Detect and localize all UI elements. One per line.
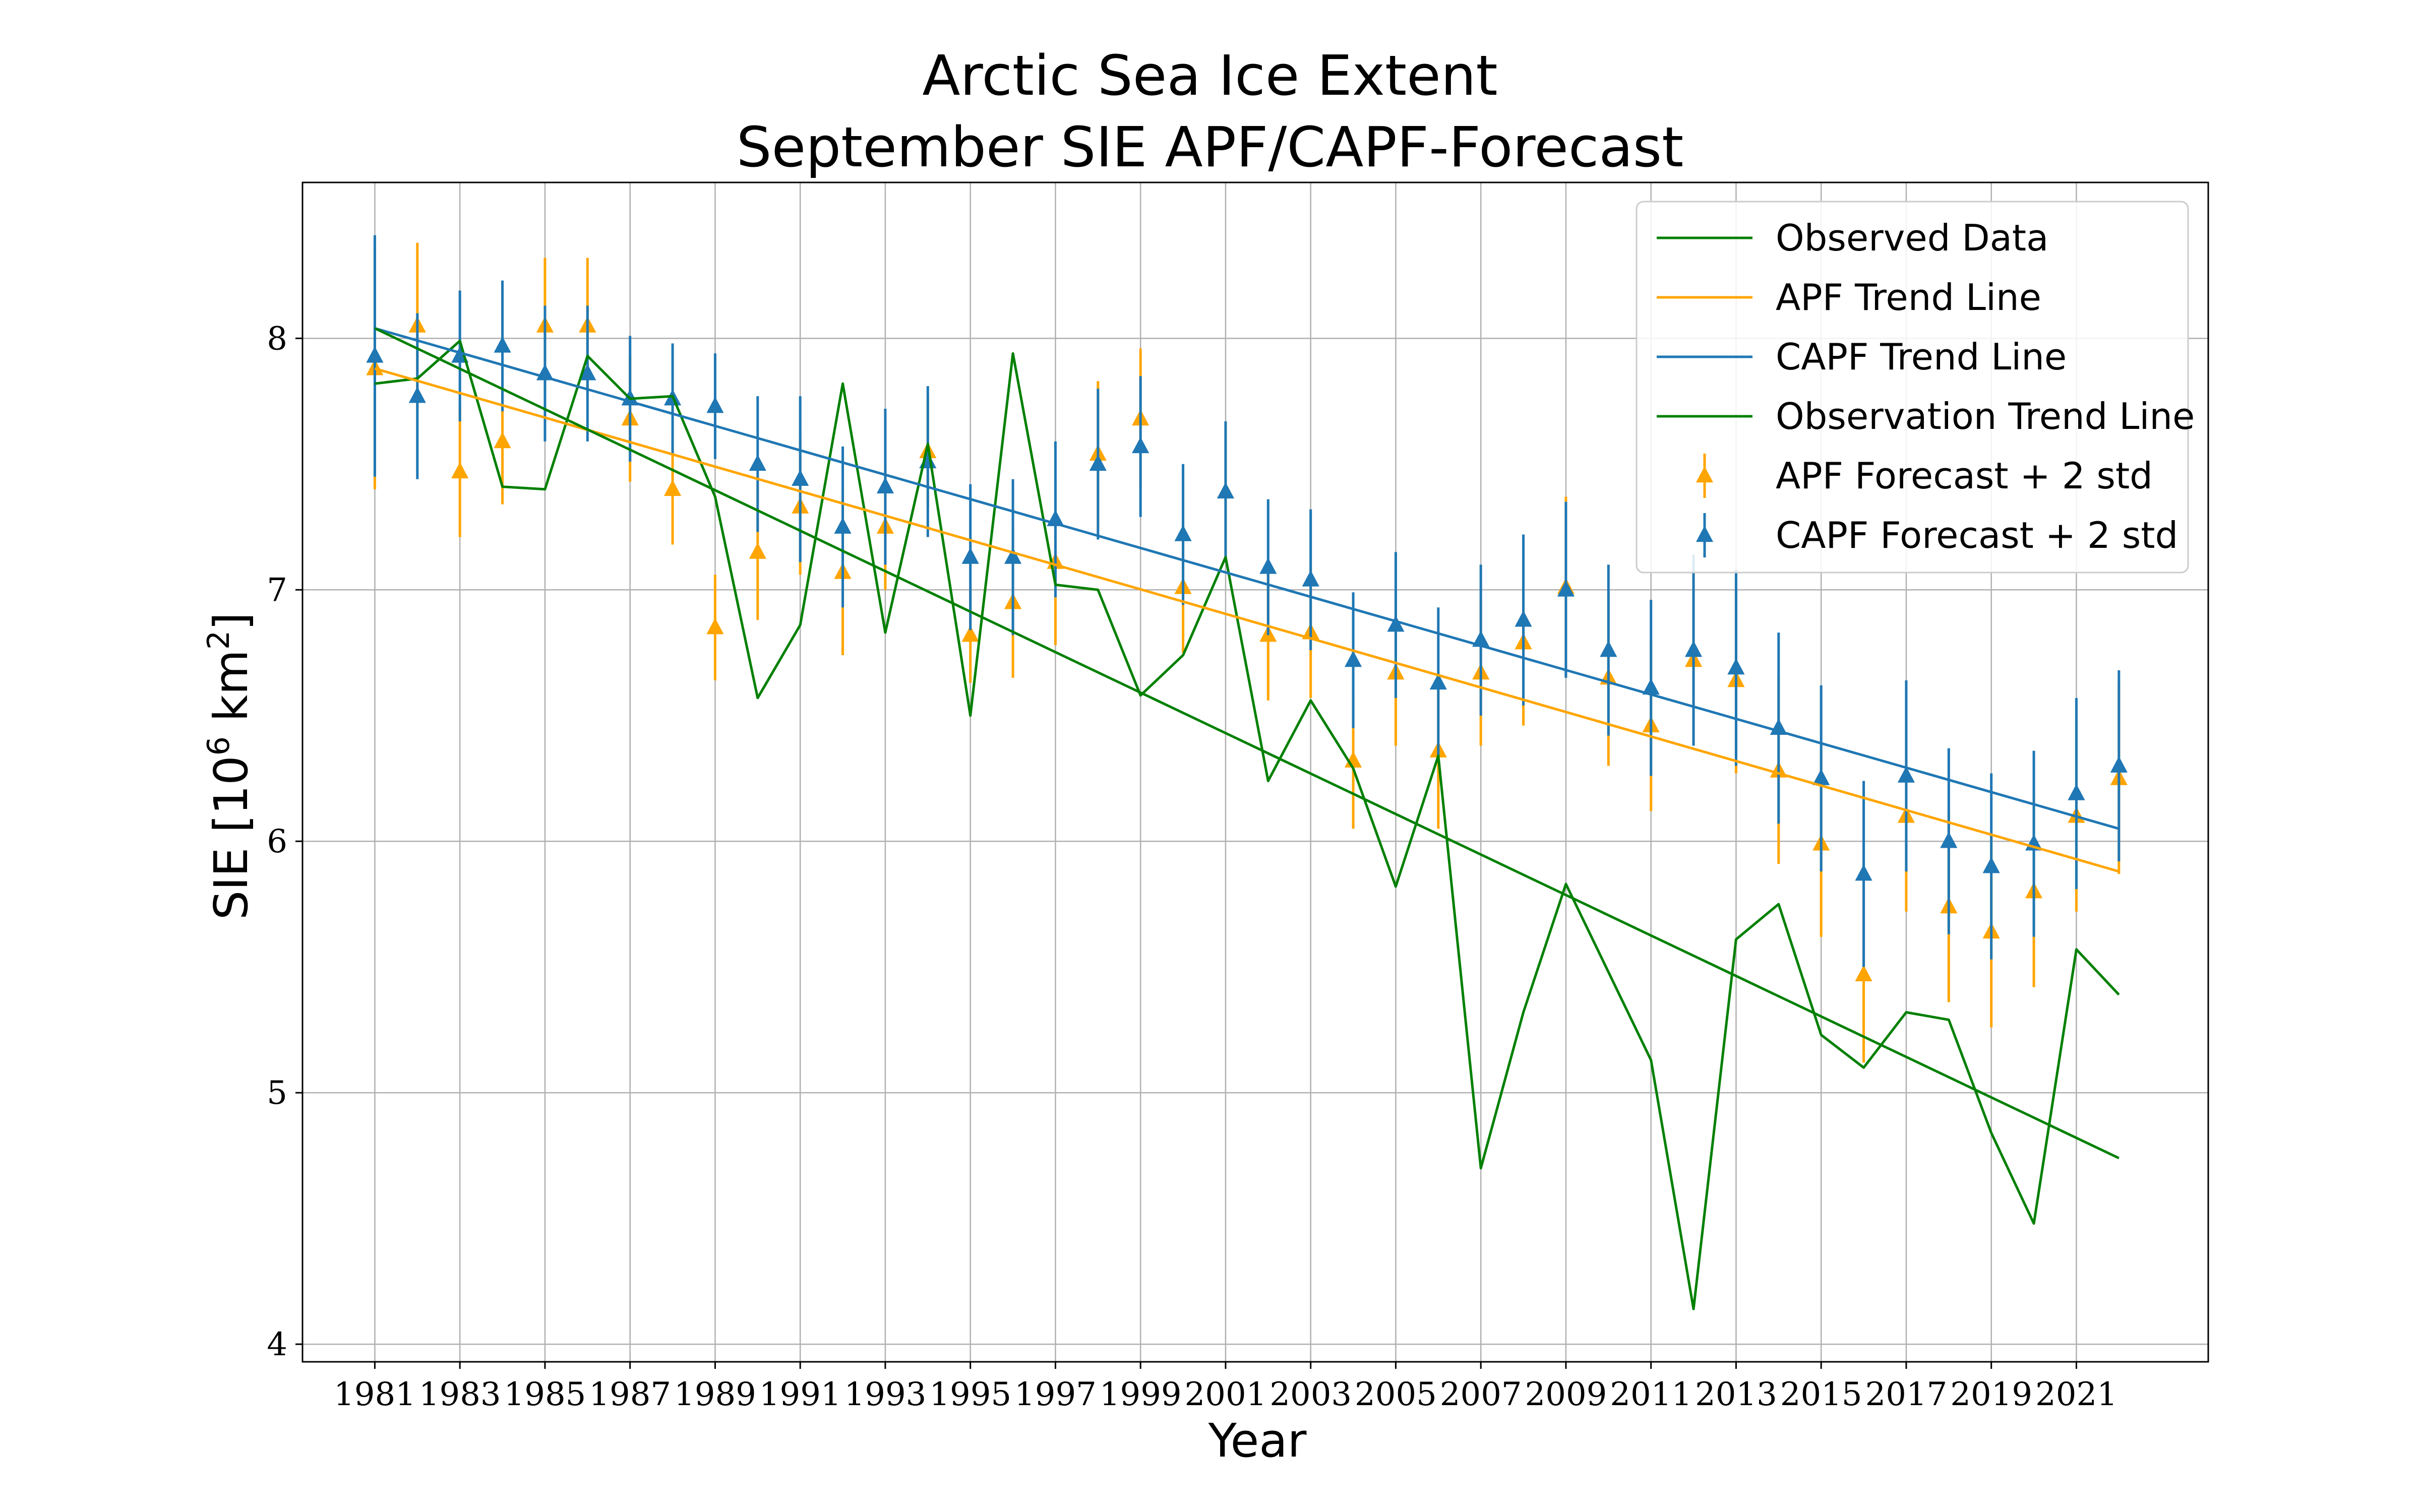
capf-forecast-point xyxy=(1642,678,1660,695)
x-tick-label: 2019 xyxy=(1950,1376,2032,1413)
x-tick-label: 1999 xyxy=(1100,1376,1182,1413)
y-axis-label-main: SIE [10 xyxy=(204,755,258,920)
legend-label: CAPF Forecast + 2 std xyxy=(1776,514,2178,556)
apf-forecast-point xyxy=(706,618,724,635)
capf-forecast-point xyxy=(366,346,384,363)
observation-trend-line xyxy=(374,327,2120,1160)
capf-forecast-point xyxy=(749,454,766,471)
capf-forecast-point xyxy=(792,469,809,486)
capf-forecast-point xyxy=(1302,570,1319,587)
capf-trend-line xyxy=(374,327,2120,830)
x-tick-label: 1991 xyxy=(759,1376,841,1413)
x-tick-label: 1995 xyxy=(929,1376,1011,1413)
capf-forecast-point xyxy=(1472,631,1490,647)
x-tick-label: 2007 xyxy=(1440,1376,1522,1413)
x-tick-label: 1993 xyxy=(844,1376,927,1413)
capf-forecast-point xyxy=(1004,547,1022,564)
x-tick-label: 2015 xyxy=(1780,1376,1862,1413)
apf-forecast-point xyxy=(749,542,766,559)
y-axis-label-close: ] xyxy=(204,612,258,631)
apf-forecast-point xyxy=(961,625,979,642)
capf-forecast-point xyxy=(1174,525,1192,541)
capf-forecast-point xyxy=(876,477,894,494)
x-tick-label: 2001 xyxy=(1185,1376,1267,1413)
capf-forecast-point xyxy=(706,397,724,413)
x-tick-label: 2009 xyxy=(1525,1376,1607,1413)
observed-data-line xyxy=(375,339,2120,1310)
capf-forecast-point xyxy=(1132,436,1150,454)
legend-box xyxy=(1636,201,2189,574)
y-tick-label: 4 xyxy=(267,1326,287,1363)
capf-forecast-point xyxy=(579,364,596,381)
apf-forecast-point xyxy=(663,479,682,496)
legend-swatch-marker xyxy=(1696,526,1714,542)
capf-forecast-point xyxy=(2068,784,2085,800)
capf-forecast-point xyxy=(1812,769,1830,785)
legend-label: APF Trend Line xyxy=(1776,276,2041,319)
capf-forecast-point xyxy=(1089,454,1107,471)
x-tick-label: 1981 xyxy=(334,1376,416,1413)
capf-forecast-point xyxy=(1600,641,1617,657)
capf-forecast-point xyxy=(961,547,979,564)
capf-forecast-point xyxy=(494,336,511,353)
capf-forecast-point xyxy=(2110,756,2128,773)
apf-forecast-point xyxy=(451,462,469,479)
capf-forecast-point xyxy=(1982,857,2000,873)
capf-forecast-point xyxy=(1855,864,1872,881)
capf-forecast-point xyxy=(408,387,426,403)
capf-forecast-point xyxy=(1897,766,1915,783)
legend-label: Observation Trend Line xyxy=(1776,395,2195,437)
y-axis-label-square: 2 xyxy=(201,631,236,650)
legend-label: APF Forecast + 2 std xyxy=(1776,455,2153,497)
capf-forecast-point xyxy=(1557,580,1575,597)
apf-forecast-point xyxy=(1855,965,1872,981)
y-axis-label-unit: km xyxy=(204,650,258,736)
y-tick-label: 6 xyxy=(267,823,287,860)
legend-swatch-marker xyxy=(1696,466,1714,483)
legend: Observed Data APF Trend Line CAPF Trend Li… xyxy=(1636,201,2195,574)
plot-frame xyxy=(301,181,2209,1363)
plot-area xyxy=(366,235,2128,1310)
y-axis-label-exponent: 6 xyxy=(201,736,236,755)
legend-label: CAPF Trend Line xyxy=(1776,336,2067,378)
capf-forecast-point xyxy=(1727,658,1745,675)
x-tick-label: 2005 xyxy=(1355,1376,1437,1413)
x-axis-label: Year xyxy=(1208,1414,1307,1468)
capf-forecast-point xyxy=(1684,641,1703,657)
capf-forecast-point xyxy=(1429,673,1447,690)
x-tick-label: 1987 xyxy=(589,1376,671,1413)
capf-forecast-point xyxy=(1515,610,1532,627)
chart-title-line1: Arctic Sea Ice Extent xyxy=(922,43,1497,108)
x-tick-label: 1997 xyxy=(1014,1376,1097,1413)
capf-forecast-point xyxy=(1387,615,1405,632)
capf-forecast-point xyxy=(1344,650,1362,667)
x-tick-label: 2021 xyxy=(2035,1376,2118,1413)
y-axis-label: SIE [106 km2] xyxy=(201,612,258,920)
x-tick-label: 1985 xyxy=(504,1376,586,1413)
x-tick-label: 2011 xyxy=(1610,1376,1692,1413)
y-tick-label: 8 xyxy=(267,320,287,357)
x-tick-label: 2013 xyxy=(1695,1376,1777,1413)
capf-forecast-point xyxy=(1940,832,1958,848)
legend-label: Observed Data xyxy=(1776,217,2048,259)
capf-forecast-point xyxy=(834,517,852,534)
x-tick-label: 2017 xyxy=(1865,1376,1948,1413)
chart-title-line2: September SIE APF/CAPF-Forecast xyxy=(737,115,1683,179)
apf-trend-line xyxy=(374,367,2120,873)
capf-forecast-point xyxy=(1217,482,1235,498)
apf-forecast-point xyxy=(494,431,511,449)
x-tick-label: 1989 xyxy=(674,1376,756,1413)
x-tick-label: 2003 xyxy=(1269,1376,1352,1413)
x-tick-label: 1983 xyxy=(419,1376,501,1413)
y-tick-label: 5 xyxy=(267,1075,287,1112)
capf-forecast-point xyxy=(1259,557,1277,574)
y-tick-label: 7 xyxy=(267,572,287,609)
axis-ticks: 1981 1983 1985 1987 1989 1991 1993 1995 1997 1999… xyxy=(267,320,2118,1413)
